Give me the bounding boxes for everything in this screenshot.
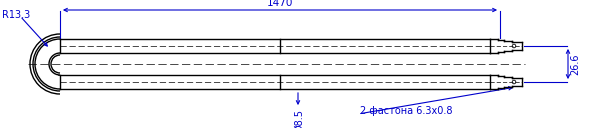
Text: 1470: 1470 <box>267 0 293 8</box>
Text: Ø8.5: Ø8.5 <box>294 109 304 128</box>
Text: 2 фастона 6.3х0.8: 2 фастона 6.3х0.8 <box>360 106 452 116</box>
Text: 26.6: 26.6 <box>570 53 580 75</box>
Text: R13.3: R13.3 <box>2 10 30 20</box>
